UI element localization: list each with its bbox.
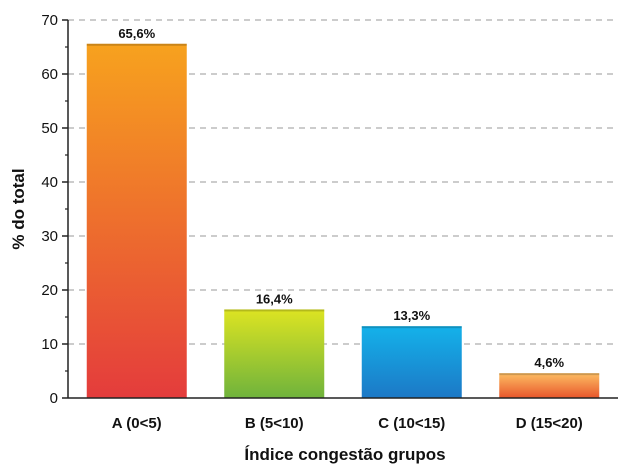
y-tick-label: 0 bbox=[50, 390, 58, 407]
data-label: 65,6% bbox=[118, 26, 155, 41]
x-tick-label: B (5<10) bbox=[245, 415, 304, 432]
y-ticks: 0 10 20 30 40 50 60 70 bbox=[41, 12, 68, 407]
data-label: 4,6% bbox=[534, 355, 564, 370]
y-tick-label: 70 bbox=[41, 12, 58, 29]
bar-3 bbox=[361, 326, 462, 398]
bar-top-edge bbox=[86, 43, 187, 46]
y-tick-label: 60 bbox=[41, 66, 58, 83]
data-label: 16,4% bbox=[256, 291, 293, 306]
y-axis-title: % do total bbox=[9, 168, 28, 249]
bar-1 bbox=[86, 43, 187, 398]
x-tick-labels: A (0<5) B (5<10) C (10<15) D (15<20) bbox=[112, 415, 583, 432]
bar-2 bbox=[224, 309, 325, 398]
bar-top-edge bbox=[224, 309, 325, 312]
y-tick-label: 20 bbox=[41, 282, 58, 299]
y-tick-label: 50 bbox=[41, 120, 58, 137]
data-label: 13,3% bbox=[393, 308, 430, 323]
y-tick-label: 10 bbox=[41, 336, 58, 353]
x-tick-label: D (15<20) bbox=[516, 415, 583, 432]
data-labels: 65,6% 16,4% 13,3% 4,6% bbox=[118, 26, 564, 370]
bar-4 bbox=[499, 373, 600, 398]
bar-top-edge bbox=[361, 326, 462, 329]
x-axis-title: Índice congestão grupos bbox=[244, 445, 445, 464]
y-tick-label: 40 bbox=[41, 174, 58, 191]
bar-top-edge bbox=[499, 373, 600, 376]
x-tick-label: C (10<15) bbox=[378, 415, 445, 432]
bars bbox=[86, 43, 600, 398]
x-tick-label: A (0<5) bbox=[112, 415, 162, 432]
y-tick-label: 30 bbox=[41, 228, 58, 245]
